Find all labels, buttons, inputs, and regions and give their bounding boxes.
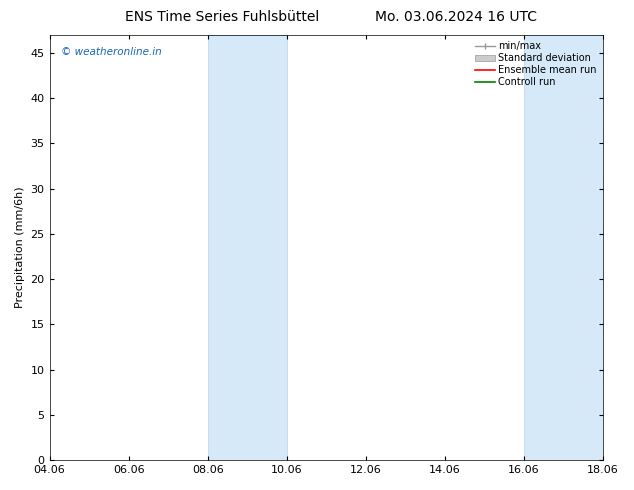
Legend: min/max, Standard deviation, Ensemble mean run, Controll run: min/max, Standard deviation, Ensemble me…: [474, 40, 598, 89]
Text: © weatheronline.in: © weatheronline.in: [61, 48, 162, 57]
Text: Mo. 03.06.2024 16 UTC: Mo. 03.06.2024 16 UTC: [375, 10, 538, 24]
Y-axis label: Precipitation (mm/6h): Precipitation (mm/6h): [15, 187, 25, 308]
Bar: [524, 35, 603, 460]
Text: ENS Time Series Fuhlsbüttel: ENS Time Series Fuhlsbüttel: [125, 10, 319, 24]
Bar: [208, 35, 287, 460]
